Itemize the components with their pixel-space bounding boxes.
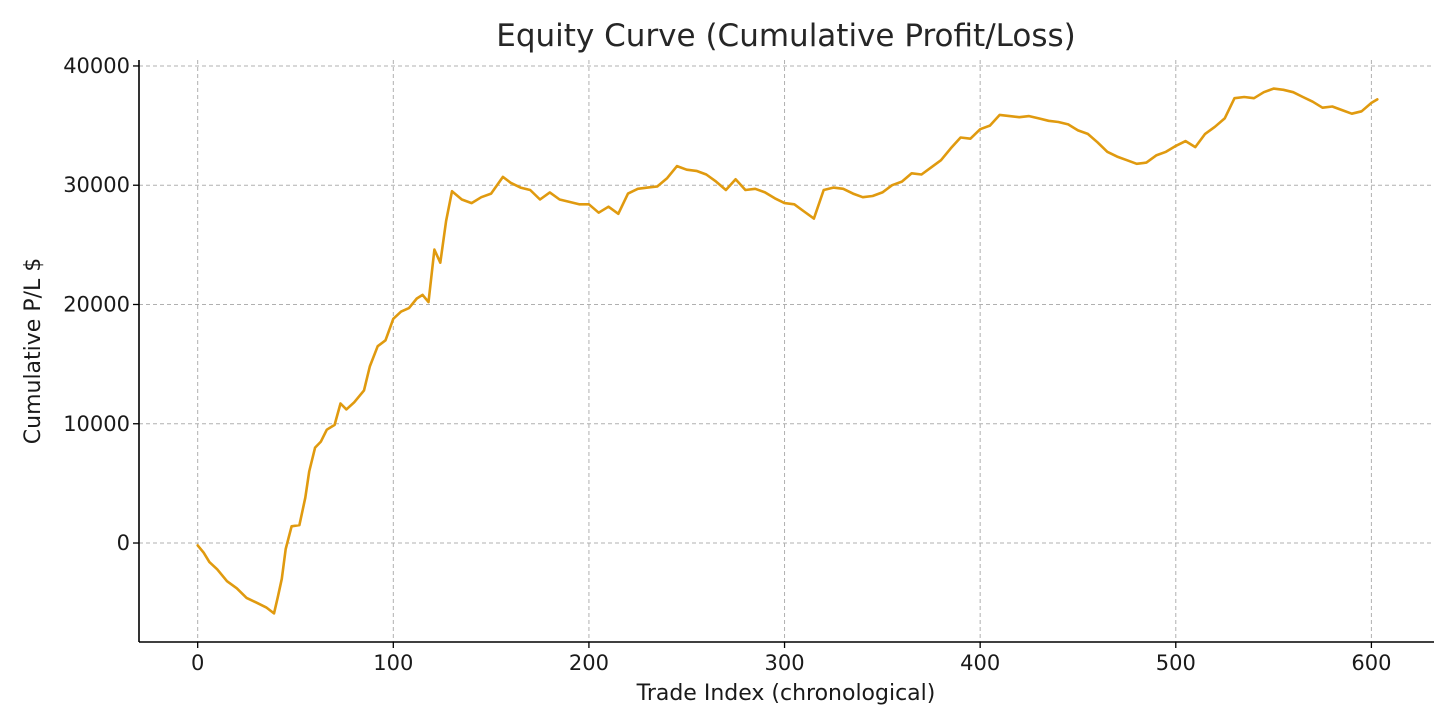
y-tick-label: 0 [117,531,130,555]
y-axis-label: Cumulative P/L $ [21,258,46,444]
x-axis-label: Trade Index (chronological) [636,681,936,706]
grid-lines [139,60,1434,642]
y-tick-label: 40000 [63,54,130,78]
equity-series-line [196,87,1379,615]
axes [138,60,1434,643]
tick-labels: 0 100 200 300 400 500 600 0 10000 20000 30000 40000 [63,54,1391,675]
series-layer [196,87,1379,615]
y-tick-label: 30000 [63,173,130,197]
x-tick-label: 500 [1156,651,1196,675]
x-tick-label: 200 [569,651,609,675]
x-tick-label: 600 [1351,651,1391,675]
chart-title: Equity Curve (Cumulative Profit/Loss) [496,18,1075,54]
x-tick-label: 300 [764,651,804,675]
x-tick-label: 100 [373,651,413,675]
y-tick-label: 10000 [63,412,130,436]
x-tick-label: 0 [191,651,204,675]
x-tick-label: 400 [960,651,1000,675]
y-tick-label: 20000 [63,292,130,316]
